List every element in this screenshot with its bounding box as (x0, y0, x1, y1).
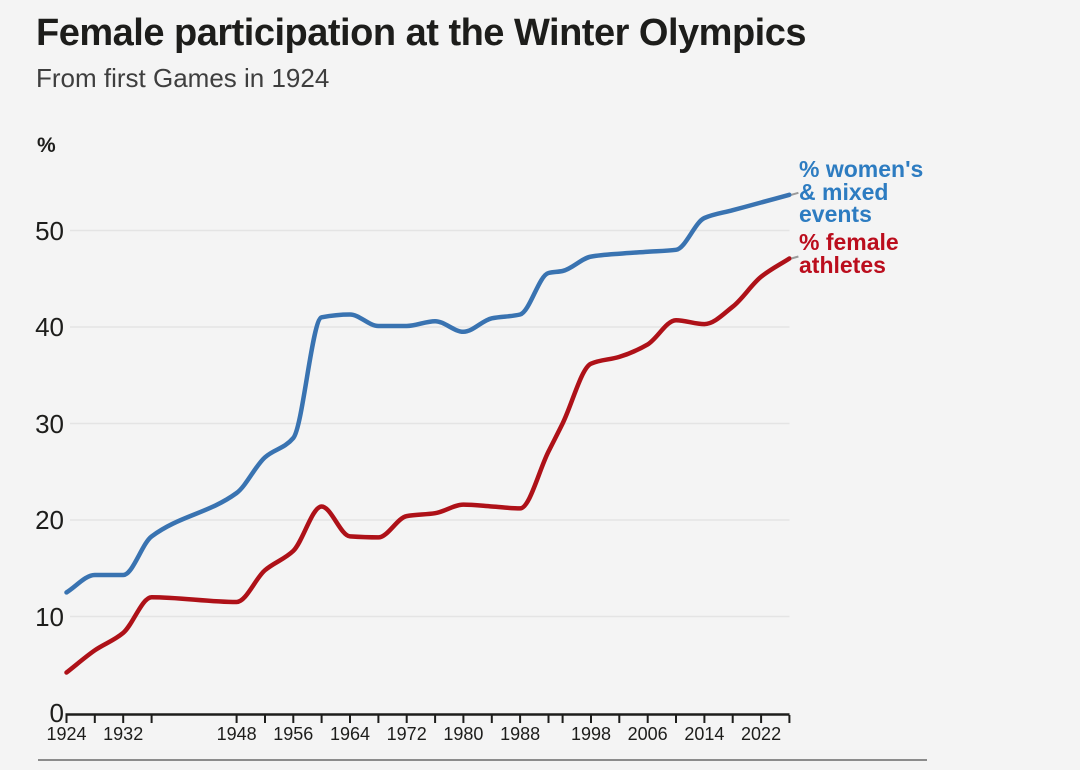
x-axis-group (65, 713, 791, 723)
legend-events-label: % women's & mixed events (799, 158, 923, 226)
page-subtitle: From first Games in 1924 (36, 63, 330, 93)
data-lines-group (64, 192, 792, 675)
x-tick-label-1964: 1964 (329, 724, 371, 744)
y-tick-label-20: 20 (35, 505, 64, 535)
athletes-line (64, 256, 792, 675)
y-tick-label-50: 50 (35, 215, 64, 246)
x-tick-label-1956: 1956 (273, 724, 314, 744)
x-tick-label-1932: 1932 (103, 724, 144, 744)
x-tick-label-1948: 1948 (216, 724, 257, 744)
x-tick-label-1980: 1980 (443, 724, 484, 744)
legend-events-line1: % women's (799, 156, 924, 182)
x-tick-label-2022: 2022 (741, 724, 782, 744)
y-tick-label-10: 10 (35, 601, 64, 632)
y-axis-unit-label: % (37, 134, 56, 157)
events-line (64, 192, 792, 595)
leader-line-athletes-line (791, 255, 799, 260)
page-title: Female participation at the Winter Olymp… (36, 12, 807, 54)
y-tick-label-30: 30 (35, 408, 64, 439)
legend-athletes-line1: % female (799, 229, 899, 255)
leader-line-events-line (791, 191, 799, 196)
legend-athletes-label: % female athletes (799, 231, 899, 276)
x-tick-label-1972: 1972 (386, 724, 427, 744)
x-tick-label-2006: 2006 (627, 724, 668, 744)
legend-leader-lines-group (791, 191, 799, 260)
y-tick-label-40: 40 (35, 312, 64, 342)
legend-athletes-line2: athletes (799, 251, 886, 278)
y-tick-label-0: 0 (49, 698, 64, 728)
x-tick-label-1924: 1924 (46, 724, 87, 744)
gridlines-group (70, 229, 790, 618)
x-tick-label-1998: 1998 (570, 724, 611, 744)
legend-events-line2: & mixed (799, 178, 889, 205)
legend-events-line3: events (799, 201, 872, 227)
bottom-divider (38, 759, 927, 761)
x-tick-label-2014: 2014 (684, 724, 725, 744)
x-tick-label-1988: 1988 (500, 724, 541, 744)
